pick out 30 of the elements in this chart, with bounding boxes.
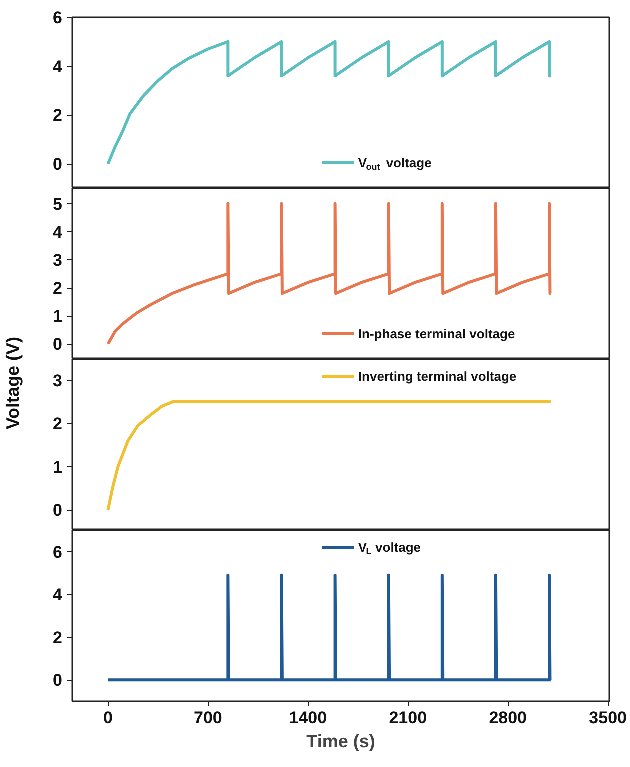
y-tick-label: 4 [53,57,64,76]
y-tick-label: 3 [53,250,63,270]
y-tick-label: 1 [53,458,63,477]
y-tick-label: 0 [53,671,63,690]
y-tick-label: 0 [53,335,63,354]
y-tick-label: 4 [53,586,64,605]
y-tick-label: 1 [53,307,63,326]
line-series [106,400,552,512]
legend-label: In-phase terminal voltage [358,326,516,342]
y-tick-label: 2 [53,414,63,434]
y-tick-label: 6 [53,8,63,28]
x-tick-label: 2100 [389,708,428,728]
y-tick-label: 4 [53,222,64,242]
y-tick-label: 0 [53,501,63,520]
x-tick-label: 0 [103,708,113,728]
y-tick-label: 3 [53,371,63,390]
y-axis-title: Voltage (V) [2,336,24,430]
y-tick-label: 0 [53,155,63,174]
y-tick-label: 2 [53,628,63,648]
x-tick-label: 3500 [589,708,627,728]
legend-label: Inverting terminal voltage [358,369,517,384]
x-tick-label: 700 [194,708,222,728]
y-tick-label: 2 [53,106,63,126]
x-tick-label: 2800 [489,708,528,728]
x-axis-title: Time (s) [306,732,376,752]
x-tick-label: 1400 [289,708,328,728]
line-series [106,202,552,346]
y-tick-label: 5 [53,194,63,214]
y-tick-label: 6 [53,542,63,562]
y-tick-label: 2 [53,279,63,298]
